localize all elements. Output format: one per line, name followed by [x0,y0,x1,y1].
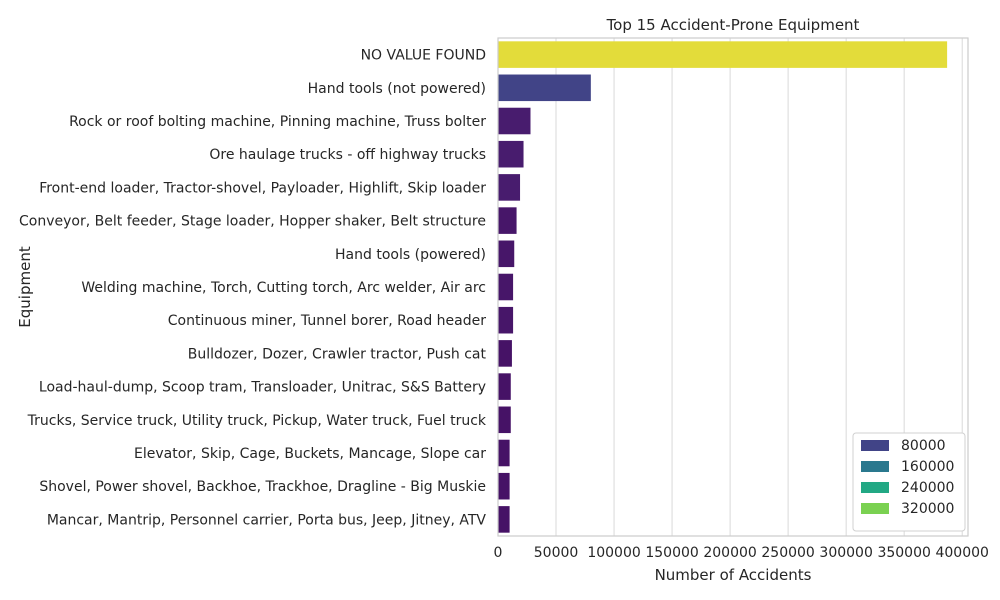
y-tick-label: Mancar, Mantrip, Personnel carrier, Port… [47,512,487,528]
bar [498,107,531,135]
legend-swatch [861,440,889,451]
legend-label: 240000 [901,480,954,496]
x-tick-label: 350000 [877,545,930,561]
plot-frame [497,37,969,537]
x-tick-label: 200000 [703,545,756,561]
chart-title: Top 15 Accident-Prone Equipment [606,16,860,34]
x-tick-labels: 0 50000 100000 150000 200000 250000 300000 3500… [494,545,989,561]
x-tick-label: 300000 [819,545,872,561]
legend-label: 320000 [901,501,954,517]
y-tick-label: Elevator, Skip, Cage, Buckets, Mancage, … [134,446,486,462]
y-tick-label: Ore haulage trucks - off highway trucks [209,147,486,163]
bar [498,472,510,500]
gridlines [497,38,963,536]
y-tick-label: Front-end loader, Tractor-shovel, Payloa… [39,180,486,196]
y-tick-label: NO VALUE FOUND [361,48,486,64]
x-tick-label: 100000 [587,545,640,561]
x-tick-label: 250000 [761,545,814,561]
bar [498,340,512,367]
y-tick-label: Trucks, Service truck, Utility truck, Pi… [27,413,487,429]
y-tick-label: Welding machine, Torch, Cutting torch, A… [81,280,486,296]
bar [498,506,510,533]
y-tick-label: Shovel, Power shovel, Backhoe, Trackhoe,… [39,479,486,495]
legend-swatch [861,461,889,472]
y-tick-label: Bulldozer, Dozer, Crawler tractor, Push … [188,346,487,362]
x-tick-label: 50000 [534,545,579,561]
bars [498,41,948,533]
bar [498,240,515,268]
bar [498,174,521,201]
bar [498,273,514,301]
legend-swatch [861,503,889,514]
x-tick-label: 150000 [645,545,698,561]
legend: 80000 160000 240000 320000 [852,432,966,532]
y-tick-labels: NO VALUE FOUND Hand tools (not powered) Ro… [19,48,487,529]
y-tick-label: Load-haul-dump, Scoop tram, Transloader,… [39,380,486,396]
x-tick-label: 0 [494,545,503,561]
legend-label: 80000 [901,438,946,454]
bar [498,74,591,102]
y-tick-label: Continuous miner, Tunnel borer, Road hea… [168,313,487,329]
legend-swatch [861,482,889,493]
bar [498,140,524,168]
y-tick-label: Hand tools (not powered) [308,81,486,97]
bar [498,41,948,68]
x-tick-label: 400000 [935,545,988,561]
bar [498,439,510,467]
y-tick-label: Hand tools (powered) [335,247,486,263]
bar [498,306,514,334]
bar [498,207,517,234]
y-tick-label: Conveyor, Belt feeder, Stage loader, Hop… [19,214,486,230]
bar [498,373,511,400]
bar [498,406,511,434]
legend-label: 160000 [901,459,954,475]
x-axis-title: Number of Accidents [655,566,812,584]
y-axis-title: Equipment [16,246,34,328]
y-tick-label: Rock or roof bolting machine, Pinning ma… [69,114,486,130]
